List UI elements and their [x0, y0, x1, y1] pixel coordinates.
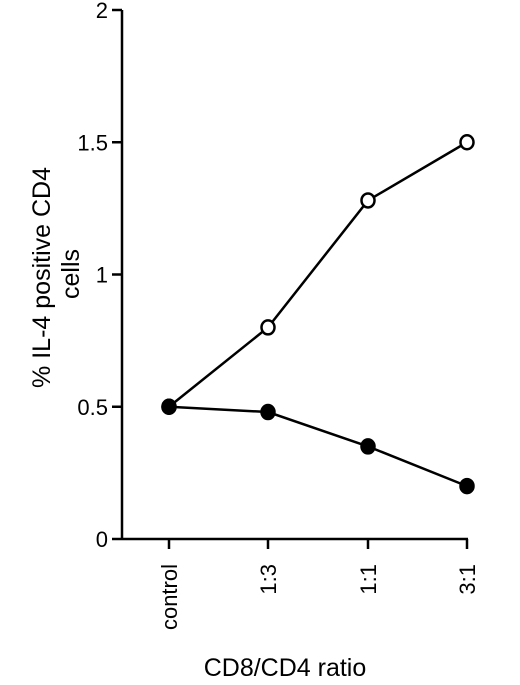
series-1-point-2 — [360, 438, 376, 455]
y-axis-title-line-2: cells — [57, 249, 85, 299]
series-1-point-0 — [161, 398, 177, 415]
y-tick-label-3: 1.5 — [77, 130, 108, 155]
series-1-line — [168, 405, 468, 488]
series-1-point-1 — [260, 403, 276, 421]
x-tick-label-3: 3:1 — [455, 564, 480, 595]
x-ticks: control 1:3 1:1 3:1 — [157, 539, 480, 630]
series-0-point-3 — [459, 134, 475, 151]
series-layer — [161, 134, 475, 495]
x-tick-label-0: control — [157, 564, 182, 630]
series-0-line — [168, 141, 468, 408]
y-axis-title: % IL-4 positive CD4 cells — [28, 160, 85, 388]
x-tick-label-2: 1:1 — [356, 564, 381, 595]
y-tick-label-2: 1 — [96, 263, 108, 288]
y-tick-label-1: 0.5 — [77, 395, 108, 420]
x-axis-title: CD8/CD4 ratio — [204, 654, 367, 682]
x-tick-label-1: 1:3 — [256, 564, 281, 595]
y-axis-title-line-1: % IL-4 positive CD4 — [28, 167, 56, 388]
series-1-point-3 — [459, 477, 475, 495]
axes — [120, 10, 468, 541]
series-0-point-1 — [260, 319, 276, 336]
y-tick-label-0: 0 — [96, 527, 108, 552]
y-ticks: 0 0.5 1 1.5 2 — [77, 0, 122, 552]
series-0-point-2 — [360, 192, 376, 209]
y-tick-label-4: 2 — [96, 0, 108, 23]
